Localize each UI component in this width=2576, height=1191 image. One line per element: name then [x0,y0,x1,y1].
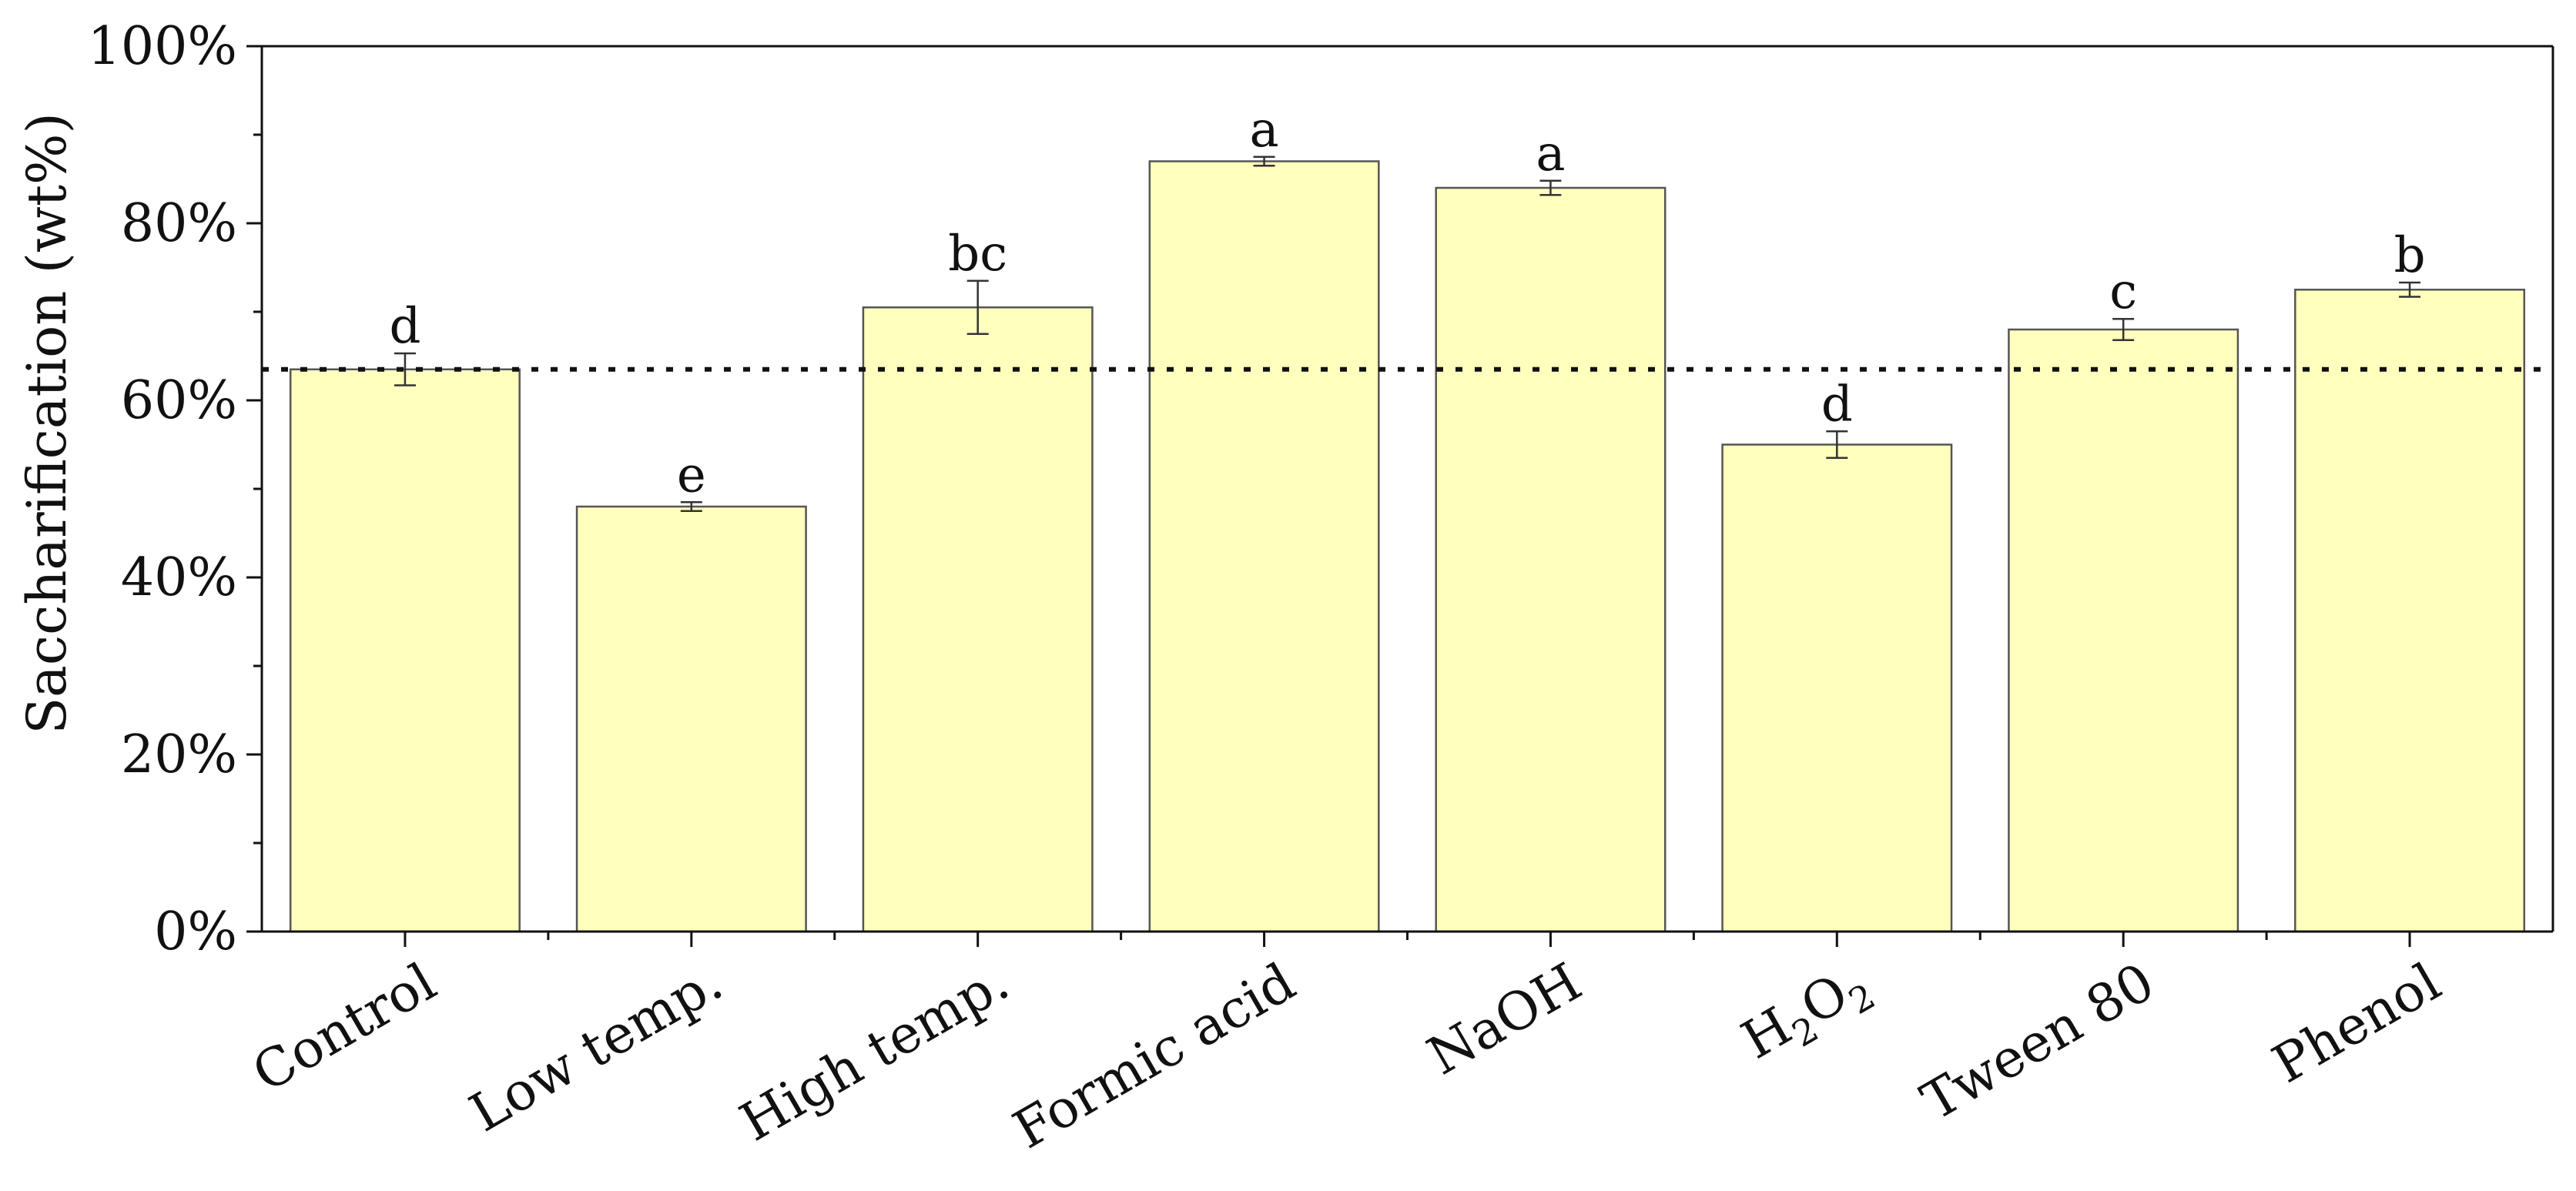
significance-label: d [389,298,420,355]
bar [862,306,1094,933]
y-tick-label: 80% [121,193,237,254]
bar [1148,160,1380,933]
significance-label: d [1821,376,1853,433]
bar [1721,443,1953,933]
significance-label: a [1536,125,1565,182]
bars-layer [289,156,2526,933]
y-tick-label: 40% [121,547,237,608]
y-tick-label: 60% [121,370,237,431]
y-tick-label: 0% [154,902,237,962]
y-axis-title: Saccharification (wt%) [15,112,79,734]
bar [289,368,521,933]
significance-label: b [2394,227,2426,284]
bar [575,505,807,933]
significance-label: a [1249,102,1278,159]
y-tick-label: 20% [121,724,237,785]
significance-label: c [2109,263,2137,320]
bar [2008,328,2239,933]
axes-layer [246,45,2554,947]
bar [2294,289,2526,933]
significance-label: e [677,447,706,503]
bar [1435,186,1667,933]
y-tick-label: 100% [88,16,237,77]
significance-label: bc [948,226,1007,283]
x-tick-label: H2O2 [1732,952,1882,1078]
